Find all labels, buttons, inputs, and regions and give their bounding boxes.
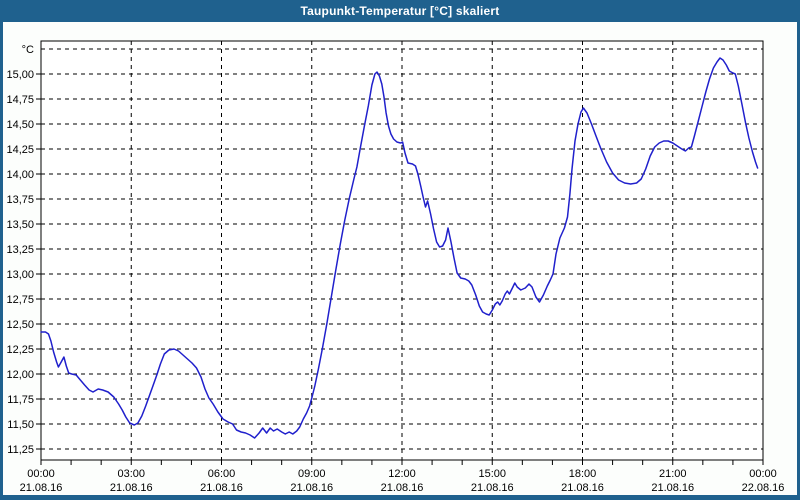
x-axis-date-label: 21.08.16 [651, 482, 694, 494]
x-axis-date-label: 21.08.16 [561, 482, 604, 494]
y-axis-label: 12,25 [6, 344, 34, 356]
x-axis-date-label: 21.08.16 [381, 482, 424, 494]
x-axis-time-label: 15:00 [478, 468, 506, 480]
y-axis-label: 13,50 [6, 219, 34, 231]
x-axis-date-label: 21.08.16 [200, 482, 243, 494]
x-axis-date-label: 22.08.16 [742, 482, 785, 494]
y-axis-label: 13,25 [6, 244, 34, 256]
y-axis-label: 14,25 [6, 144, 34, 156]
x-axis-time-label: 06:00 [208, 468, 236, 480]
x-axis-date-label: 21.08.16 [20, 482, 63, 494]
gridlines [41, 41, 763, 460]
series-line [40, 57, 759, 439]
x-axis-time-label: 12:00 [388, 468, 416, 480]
x-axis-time-label: 00:00 [749, 468, 777, 480]
y-axis-label: 12,00 [6, 369, 34, 381]
x-axis: 00:00 21.08.16 03:00 21.08.16 06:00 21.08.16 0… [20, 460, 785, 494]
chart-content: 15,00 14,75 14,50 14,25 14,00 13,75 13,50 13,25… [3, 22, 797, 495]
y-axis-label: 14,50 [6, 119, 34, 131]
x-axis-date-label: 21.08.16 [110, 482, 153, 494]
x-axis-date-label: 21.08.16 [471, 482, 514, 494]
x-axis-time-label: 18:00 [569, 468, 597, 480]
y-axis-label: 11,50 [7, 419, 34, 431]
title-bar: Taupunkt-Temperatur [°C] skaliert [0, 0, 800, 22]
y-axis-label: 11,25 [7, 444, 34, 456]
x-axis-time-label: 09:00 [298, 468, 326, 480]
y-axis-label: 14,00 [6, 169, 34, 181]
y-axis-unit-label: °C [22, 44, 34, 56]
y-axis: 15,00 14,75 14,50 14,25 14,00 13,75 13,50 13,25… [6, 69, 41, 456]
y-axis-label: 11,75 [7, 394, 34, 406]
y-axis-label: 13,00 [6, 269, 34, 281]
x-axis-date-label: 21.08.16 [290, 482, 333, 494]
y-axis-label: 12,50 [6, 319, 34, 331]
y-axis-label: 14,75 [6, 94, 34, 106]
y-axis-label: 15,00 [6, 69, 34, 81]
window-title: Taupunkt-Temperatur [°C] skaliert [300, 4, 500, 18]
y-axis-label: 12,75 [6, 294, 34, 306]
x-axis-time-label: 21:00 [659, 468, 687, 480]
x-axis-time-label: 00:00 [27, 468, 55, 480]
y-axis-label: 13,75 [6, 194, 34, 206]
dewpoint-chart: 15,00 14,75 14,50 14,25 14,00 13,75 13,50 13,25… [6, 40, 785, 494]
x-axis-time-label: 03:00 [117, 468, 145, 480]
